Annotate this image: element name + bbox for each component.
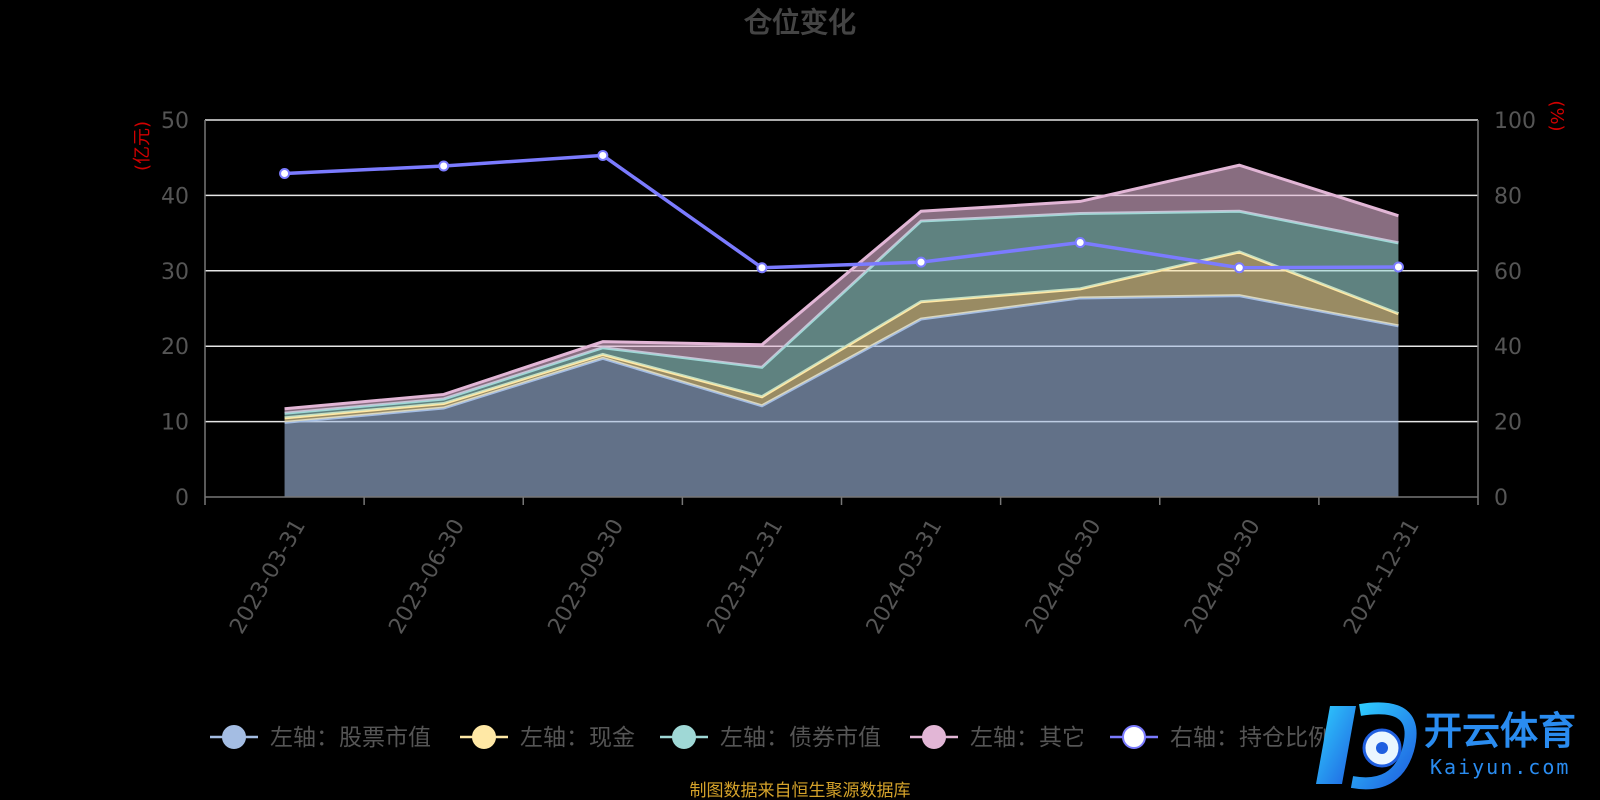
right-tick-label: 60 <box>1494 260 1522 285</box>
legend-label: 左轴：其它 <box>970 725 1085 751</box>
kaiyun-watermark-logo: 开云体育 Kaiyun.com <box>1316 702 1576 790</box>
watermark-domain: Kaiyun.com <box>1430 755 1570 779</box>
left-tick-label: 50 <box>161 109 189 134</box>
right-axis-unit: (%) <box>1546 100 1567 131</box>
legend-marker <box>222 725 246 749</box>
ratio-line <box>279 149 1404 274</box>
area-3 <box>284 165 1399 414</box>
area-0 <box>284 295 1399 497</box>
source-note: 制图数据来自恒生聚源数据库 <box>690 781 911 800</box>
watermark-brand: 开云体育 <box>1424 709 1576 753</box>
right-tick-label: 0 <box>1494 486 1508 511</box>
right-tick-label: 20 <box>1494 411 1522 436</box>
legend-item[interactable]: 左轴：股票市值 <box>210 725 431 751</box>
left-axis-unit: (亿元) <box>132 121 153 171</box>
legend-item[interactable]: 左轴：现金 <box>460 725 635 751</box>
legend[interactable]: 左轴：股票市值 左轴：现金 左轴：债券市值 左轴：其它 右轴：持仓比例 <box>210 725 1331 751</box>
ratio-point <box>438 160 450 172</box>
legend-label: 左轴：债券市值 <box>720 725 881 751</box>
ratio-point <box>279 168 291 180</box>
legend-marker <box>1122 725 1146 749</box>
right-tick-label: 40 <box>1494 335 1522 360</box>
legend-marker <box>472 725 496 749</box>
left-tick-label: 30 <box>161 260 189 285</box>
stacked-areas <box>284 163 1399 497</box>
ratio-point <box>1074 237 1086 249</box>
x-tick-label: 2024-03-31 <box>862 515 948 638</box>
left-tick-label: 10 <box>161 411 189 436</box>
x-tick-label: 2023-09-30 <box>544 515 630 638</box>
area-2 <box>284 211 1399 418</box>
area-edge-3 <box>284 163 1399 411</box>
x-tick-label: 2024-09-30 <box>1180 515 1266 638</box>
ratio-point <box>1233 262 1245 274</box>
x-tick-label: 2023-12-31 <box>703 515 789 638</box>
left-tick-label: 20 <box>161 335 189 360</box>
x-tick-label: 2024-12-31 <box>1339 515 1425 638</box>
x-tick-label: 2024-06-30 <box>1021 515 1107 638</box>
ratio-point <box>1392 261 1404 273</box>
ratio-point <box>597 149 609 161</box>
ratio-point <box>756 262 768 274</box>
legend-item[interactable]: 左轴：其它 <box>910 725 1085 751</box>
legend-label: 左轴：股票市值 <box>270 725 431 751</box>
right-tick-label: 80 <box>1494 184 1522 209</box>
x-tick-label: 2023-06-30 <box>384 515 470 638</box>
ratio-point <box>915 256 927 268</box>
left-tick-label: 40 <box>161 184 189 209</box>
legend-label: 右轴：持仓比例 <box>1170 725 1331 751</box>
ratio-line-path <box>284 153 1399 270</box>
legend-item[interactable]: 左轴：债券市值 <box>660 725 881 751</box>
x-tick-label: 2023-03-31 <box>225 515 311 638</box>
left-tick-label: 0 <box>175 486 189 511</box>
legend-item[interactable]: 右轴：持仓比例 <box>1110 725 1331 751</box>
legend-marker <box>672 725 696 749</box>
area-1 <box>284 251 1399 423</box>
legend-marker <box>922 725 946 749</box>
legend-label: 左轴：现金 <box>520 725 635 751</box>
right-tick-label: 100 <box>1494 109 1536 134</box>
chart-title: 仓位变化 <box>744 6 856 39</box>
